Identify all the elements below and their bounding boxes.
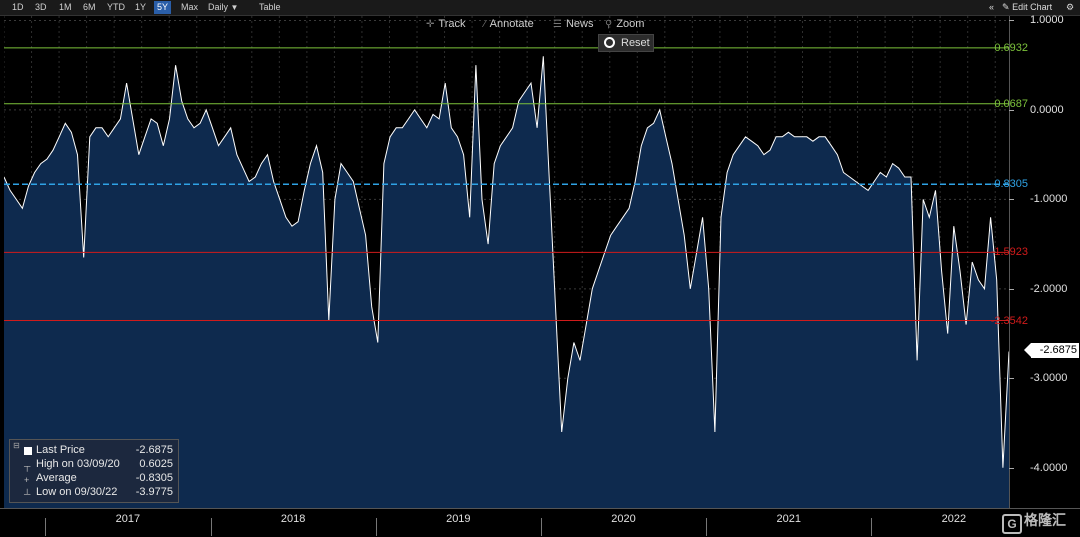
x-tick-label: 2019: [446, 513, 471, 525]
level-label: -1.5923: [990, 246, 1028, 259]
series-line: [4, 56, 1009, 468]
y-tick-mark: [1009, 378, 1014, 380]
x-year-separator: [871, 518, 873, 536]
legend-last-price-label: Last Price: [36, 444, 85, 456]
x-tick-label: 2018: [280, 513, 306, 525]
y-tick-label: 1.0000: [1030, 14, 1064, 27]
range-3d[interactable]: 3D: [35, 2, 47, 12]
crosshair-icon: ✛: [426, 19, 435, 30]
legend-swatch-white: [24, 447, 32, 455]
x-year-separator: [706, 518, 708, 536]
legend-high-label: High on 03/09/20: [36, 458, 120, 470]
range-5y[interactable]: 5Y: [154, 1, 172, 14]
annotate-icon: ⁄: [484, 19, 486, 30]
pencil-icon: ✎: [1002, 2, 1010, 12]
frequency-select[interactable]: Daily ▼: [205, 1, 241, 14]
legend-high: ┬ High on 03/09/20 0.6025: [10, 458, 178, 471]
range-1m[interactable]: 1M: [59, 2, 72, 12]
table-button[interactable]: Table: [259, 2, 281, 12]
legend-low-value: -3.9775: [135, 486, 173, 498]
news-button[interactable]: ☰ News: [553, 16, 593, 32]
legend-average-label: Average: [36, 472, 77, 484]
legend-average-value: -0.8305: [135, 472, 173, 484]
x-year-separator: [540, 518, 542, 536]
track-label: Track: [438, 18, 466, 30]
level-label: 0.6932: [994, 41, 1028, 54]
range-1y[interactable]: 1Y: [135, 2, 147, 12]
watermark-logo: G 格隆汇: [1002, 510, 1066, 534]
range-ytd[interactable]: YTD: [107, 2, 125, 12]
logo-icon: G: [1002, 514, 1022, 534]
high-marker-icon: ┬: [24, 461, 31, 471]
reset-icon: [604, 37, 615, 48]
legend: ⊟ Last Price -2.6875 ┬ High on 03/09/20 …: [9, 439, 179, 503]
series-area: [4, 56, 1009, 508]
annotate-label: Annotate: [489, 18, 534, 30]
reset-button[interactable]: Reset: [598, 34, 654, 52]
y-tick-label: -1.0000: [1030, 193, 1068, 206]
last-price-arrow: [1024, 343, 1031, 357]
average-marker-icon: +: [24, 475, 30, 485]
legend-high-value: 0.6025: [139, 458, 173, 470]
legend-low: ┴ Low on 09/30/22 -3.9775: [10, 486, 178, 499]
level-label: 0.0687: [994, 97, 1028, 110]
x-axis: [0, 508, 1080, 537]
zoom-label: Zoom: [616, 18, 645, 30]
reset-label: Reset: [621, 37, 650, 49]
x-year-separator: [210, 518, 212, 536]
range-max[interactable]: Max: [181, 2, 199, 12]
gear-icon[interactable]: ⚙: [1066, 2, 1075, 12]
y-tick-mark: [1009, 288, 1014, 290]
y-tick-label: -3.0000: [1030, 372, 1068, 385]
x-tick-label: 2022: [941, 513, 967, 525]
range-1d[interactable]: 1D: [12, 2, 24, 12]
y-tick-label: 0.0000: [1030, 103, 1064, 116]
level-label: -0.8305: [990, 178, 1028, 191]
y-tick-mark: [1009, 20, 1014, 22]
edit-chart-button[interactable]: ✎ Edit Chart: [1002, 0, 1052, 15]
legend-low-label: Low on 09/30/22: [36, 486, 118, 498]
chart-plot-area[interactable]: [4, 16, 1009, 508]
x-year-separator: [375, 518, 377, 536]
watermark-text: 格隆汇: [1024, 512, 1066, 528]
news-label: News: [565, 18, 594, 30]
zoom-button[interactable]: ⚲ Zoom: [605, 16, 644, 32]
collapse-icon[interactable]: «: [989, 2, 995, 12]
x-year-separator: [45, 518, 47, 536]
y-tick-mark: [1009, 199, 1014, 201]
y-tick-label: -4.0000: [1030, 461, 1068, 474]
legend-last-price-value: -2.6875: [135, 444, 173, 456]
edit-chart-label: Edit Chart: [1012, 2, 1053, 12]
x-tick-label: 2020: [611, 513, 636, 525]
annotate-button[interactable]: ⁄ Annotate: [484, 16, 534, 32]
x-tick-label: 2021: [776, 513, 801, 525]
frequency-label: Daily: [208, 2, 229, 12]
track-button[interactable]: ✛ Track: [426, 16, 465, 32]
chevron-down-icon: ▼: [230, 3, 239, 12]
news-icon: ☰: [553, 19, 562, 30]
zoom-icon: ⚲: [605, 19, 613, 30]
legend-collapse-icon[interactable]: ⊟: [13, 441, 20, 450]
last-price-tag: -2.6875: [1031, 343, 1079, 358]
y-tick-mark: [1009, 467, 1014, 469]
legend-average: + Average -0.8305: [10, 472, 178, 485]
x-tick-label: 2017: [115, 513, 141, 525]
y-tick-mark: [1009, 109, 1014, 111]
y-tick-label: -2.0000: [1030, 282, 1068, 295]
top-toolbar: 1D 3D 1M 6M YTD 1Y 5Y Max Daily ▼ Table …: [0, 0, 1080, 16]
legend-last-price: Last Price -2.6875: [10, 444, 178, 457]
low-marker-icon: ┴: [24, 489, 31, 499]
y-axis: [1009, 16, 1080, 508]
range-6m[interactable]: 6M: [83, 2, 96, 12]
level-label: -2.3542: [990, 314, 1028, 327]
